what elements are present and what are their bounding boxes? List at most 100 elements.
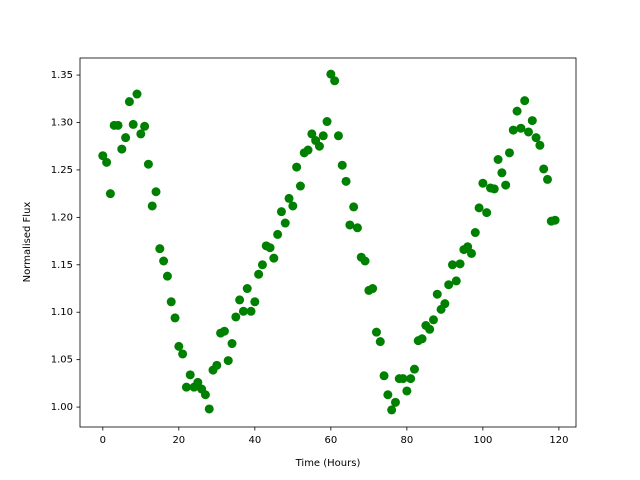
data-point [254,269,264,279]
data-point [466,248,476,258]
plot-frame [79,57,577,428]
y-tick-label: 1.20 [51,212,73,223]
data-point [330,76,340,86]
data-point [257,260,267,270]
x-tick-label: 0 [100,435,106,446]
data-point [136,129,146,139]
data-point [550,215,560,225]
data-point [284,193,294,203]
data-point [102,157,112,167]
data-point [140,121,150,131]
data-point [341,176,351,186]
data-point [98,151,108,161]
data-point [219,326,229,336]
data-point [212,360,222,370]
data-point [231,312,241,322]
x-axis-label: Time (Hours) [295,458,361,469]
data-point [417,334,427,344]
data-point [174,341,184,351]
data-point [523,127,533,137]
data-point [128,119,138,129]
data-point [117,144,127,154]
x-tick-label: 80 [400,435,413,446]
data-point [535,140,545,150]
data-point [451,276,461,286]
x-tick-label: 120 [549,435,568,446]
data-point [520,96,530,106]
data-point [497,168,507,178]
data-point [508,125,518,135]
data-point [322,117,332,127]
data-point [455,259,465,269]
x-tick-label: 100 [473,435,492,446]
data-point [147,201,157,211]
data-point [121,133,131,143]
data-point [170,313,180,323]
data-point [463,242,473,252]
data-point [250,297,260,307]
data-point [326,69,336,79]
data-point [432,289,442,299]
data-point [132,89,142,99]
x-tick-label: 20 [172,435,185,446]
y-tick-label: 1.30 [51,118,73,129]
data-point [124,97,134,107]
data-point [273,229,283,239]
data-point [387,405,397,415]
data-point [337,160,347,170]
data-point [159,256,169,266]
data-point [242,284,252,294]
data-point [489,184,499,194]
data-point [166,297,176,307]
data-point [379,371,389,381]
data-point [428,315,438,325]
x-tick-label: 60 [324,435,337,446]
data-point [398,374,408,384]
data-point [360,256,370,266]
data-point [478,178,488,188]
data-point [349,202,359,212]
data-point [235,295,245,305]
data-point [288,201,298,211]
data-point [444,280,454,290]
data-point [238,306,248,316]
data-point [501,180,511,190]
data-point [542,174,552,184]
data-point [504,148,514,158]
data-point [295,181,305,191]
data-point [185,370,195,380]
data-point [204,404,214,414]
data-point [390,397,400,407]
data-point [223,356,233,366]
data-point [470,228,480,238]
data-point [516,123,526,133]
y-tick-label: 1.35 [51,70,73,81]
data-point [265,243,275,253]
data-point [375,337,385,347]
data-point [474,203,484,213]
data-point [280,218,290,228]
data-point [493,154,503,164]
data-point [371,327,381,337]
y-tick-label: 1.05 [51,355,73,366]
data-point [178,349,188,359]
data-point [409,364,419,374]
y-tick-label: 1.25 [51,165,73,176]
data-point [227,339,237,349]
y-tick-label: 1.10 [51,307,73,318]
data-point [447,260,457,270]
data-point [151,187,161,197]
data-point [345,220,355,230]
data-point [352,223,362,233]
data-point [512,106,522,116]
data-point [368,284,378,294]
data-point [527,116,537,126]
data-point [307,129,317,139]
data-point [181,382,191,392]
data-point [105,189,115,199]
data-point [143,159,153,169]
data-point [193,377,203,387]
data-point [276,207,286,217]
y-axis-label: Normalised Flux [22,202,33,283]
